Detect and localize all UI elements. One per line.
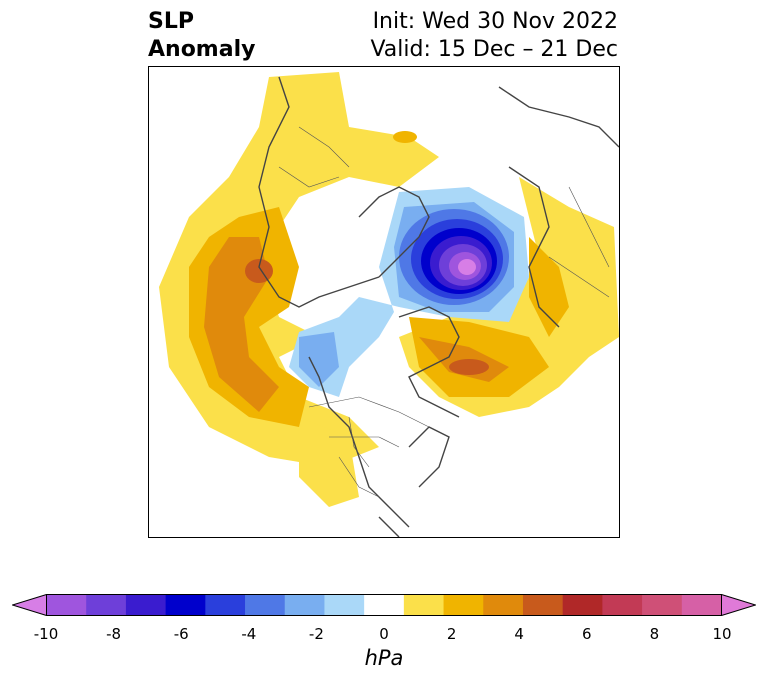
colorbar-tick-label: 2 <box>446 625 457 643</box>
colorbar-cell <box>12 594 47 616</box>
colorbar-cell <box>681 594 722 616</box>
colorbar-cell <box>284 594 325 616</box>
map-title: SLP Anomaly <box>148 8 255 64</box>
title-line-2: Anomaly <box>148 37 256 62</box>
colorbar-cell <box>125 594 167 616</box>
colorbar-tick-label: -2 <box>308 625 324 643</box>
colorbar-tick-label: -6 <box>173 625 189 643</box>
colorbar-cell <box>522 594 564 616</box>
colorbar-cell <box>86 594 127 616</box>
colorbar-tick-label: -4 <box>241 625 257 643</box>
init-date: Init: Wed 30 Nov 2022 <box>372 9 618 34</box>
colorbar-tick-label: 4 <box>514 625 524 643</box>
polar-map <box>148 66 620 538</box>
colorbar-left-arrow <box>12 594 47 616</box>
colorbar-cell <box>642 594 683 616</box>
colorbar-tick-label: 0 <box>379 625 389 643</box>
colorbar-cell <box>483 594 524 616</box>
anomaly-map-svg <box>159 72 619 537</box>
colorbar-tick-label: -10 <box>33 625 59 643</box>
colorbar-tick-label: -8 <box>106 625 122 643</box>
colorbar-cell <box>721 594 756 616</box>
colorbar-cell <box>364 594 405 616</box>
valid-range: Valid: 15 Dec – 21 Dec <box>370 37 618 62</box>
colorbar-cell <box>602 594 643 616</box>
negative-anomaly-fields <box>289 187 529 397</box>
colorbar-tick-label: 10 <box>712 625 732 643</box>
title-line-1: SLP <box>148 9 194 34</box>
colorbar-right-arrow <box>721 594 756 616</box>
colorbar-cell <box>562 594 603 616</box>
colorbar-cell <box>165 594 206 616</box>
colorbar-cells <box>12 594 756 616</box>
colorbar-units: hPa <box>364 646 404 670</box>
positive-anomaly-fields <box>159 72 619 507</box>
coastlines <box>258 76 619 537</box>
colorbar-cell <box>245 594 286 616</box>
political-borders <box>278 126 610 498</box>
colorbar-cell <box>46 594 87 616</box>
colorbar-tick-label: 6 <box>582 625 592 643</box>
forecast-dates: Init: Wed 30 Nov 2022 Valid: 15 Dec – 21… <box>370 8 618 64</box>
colorbar-tick-label: 8 <box>649 625 660 643</box>
colorbar-cell <box>443 594 484 616</box>
colorbar-cell <box>205 594 246 616</box>
colorbar-cell <box>403 594 445 616</box>
colorbar-frame <box>46 594 722 616</box>
colorbar-cell <box>324 594 365 616</box>
colorbar <box>12 594 756 616</box>
